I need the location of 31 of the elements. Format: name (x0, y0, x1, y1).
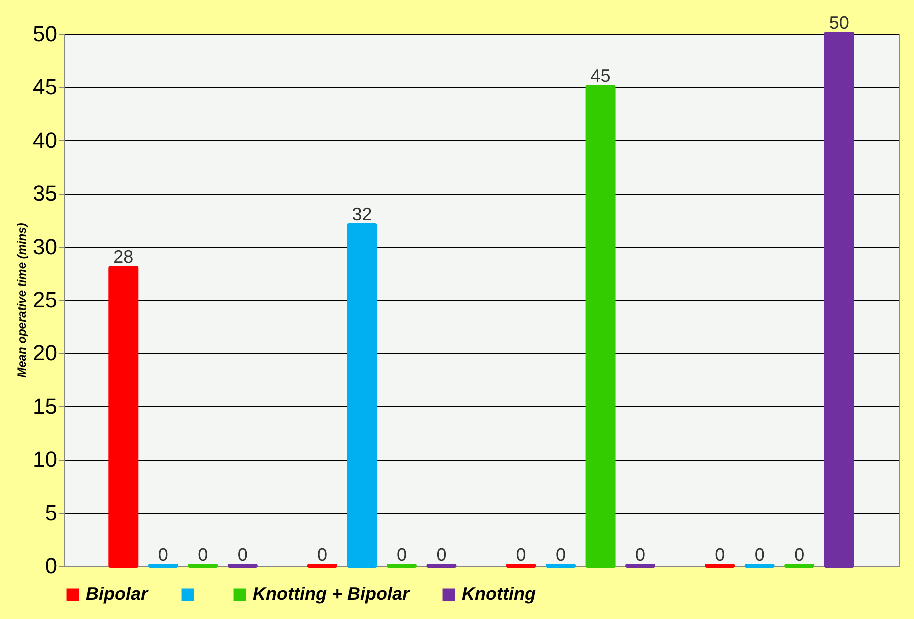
data-label: 0 (516, 545, 526, 565)
data-label: 50 (829, 13, 850, 33)
data-label: 32 (352, 204, 372, 225)
legend-label: Knotting (462, 584, 536, 604)
data-label: 0 (198, 545, 208, 565)
y-tick-label: 45 (33, 74, 58, 100)
legend-label: Bipolar (86, 584, 149, 604)
data-label: 0 (436, 545, 447, 565)
data-label: 0 (238, 545, 248, 565)
y-tick-label: 40 (33, 128, 58, 153)
y-tick-label: 10 (33, 447, 58, 472)
y-axis-title: Mean operative time (mins) (15, 223, 30, 378)
data-label: 28 (114, 247, 134, 268)
data-label: 0 (317, 545, 328, 565)
y-tick-label: 15 (33, 394, 58, 419)
data-label: 0 (556, 545, 566, 565)
data-label: 0 (636, 545, 646, 565)
data-label: 0 (715, 545, 726, 565)
y-tick-label: 30 (33, 234, 58, 260)
data-label: 45 (590, 66, 611, 86)
y-tick-label: 5 (45, 500, 58, 526)
data-label: 0 (158, 545, 168, 565)
data-label: 0 (754, 545, 765, 565)
data-label: 0 (794, 545, 805, 565)
y-tick-label: 25 (33, 288, 58, 312)
y-tick-label: 20 (33, 340, 58, 366)
y-tick-label: 50 (33, 22, 58, 46)
legend-label: Knotting + Bipolar (253, 584, 410, 604)
data-label: 0 (396, 545, 407, 565)
y-tick-label: 0 (45, 554, 58, 578)
y-tick-label: 35 (33, 181, 58, 206)
